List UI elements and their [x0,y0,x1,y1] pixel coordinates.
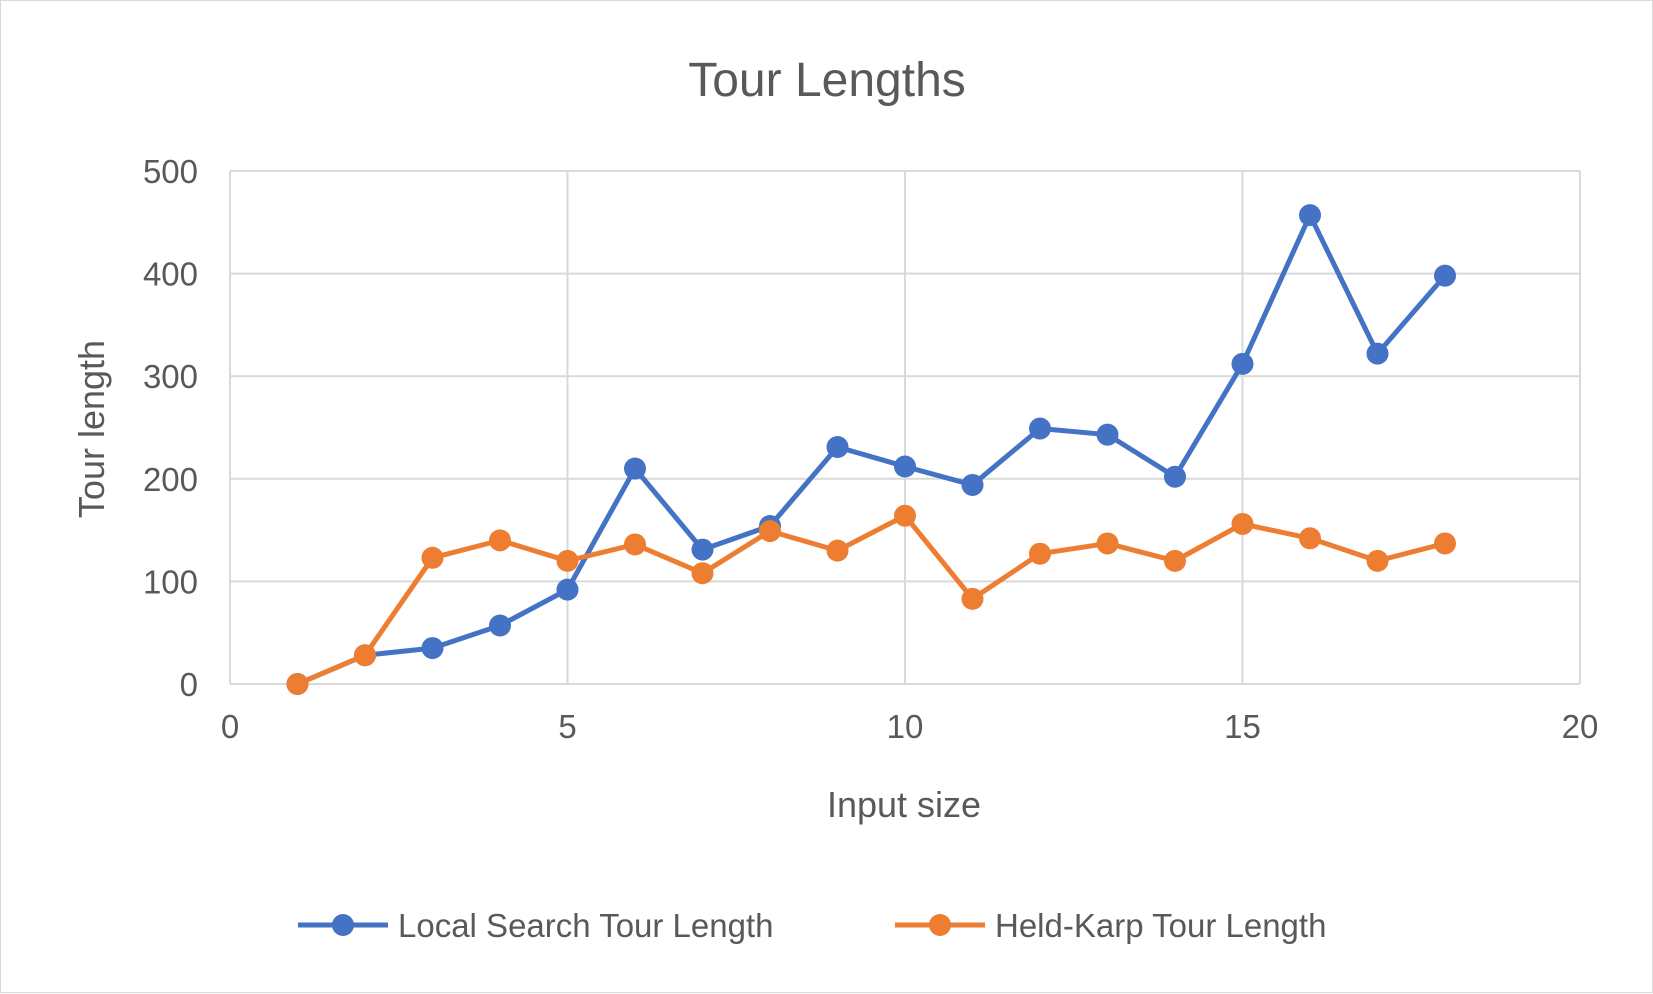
y-tick-label: 0 [180,666,198,703]
data-point [826,435,849,458]
data-point [354,644,376,667]
data-point [826,539,849,562]
data-point [489,529,511,552]
legend-label: Held-Karp Tour Length [995,907,1326,944]
y-axis-label: Tour length [71,340,112,518]
data-point [1164,465,1186,488]
y-tick-label: 300 [143,358,198,395]
x-axis-label: Input size [827,784,981,825]
data-point [1366,342,1389,365]
data-point [1096,532,1119,555]
data-point [1366,549,1389,572]
y-tick-label: 100 [143,563,198,600]
series-line [296,212,1447,687]
legend-marker [929,914,951,936]
data-point [894,455,916,478]
grid [229,170,1581,685]
data-point [624,533,646,556]
series-layer [286,204,1456,695]
data-point [1096,423,1119,446]
legend-marker [332,914,354,936]
y-tick-label: 500 [143,153,198,190]
x-tick-label: 20 [1562,708,1599,745]
y-tick-label: 200 [143,461,198,498]
data-point [624,457,646,480]
data-point [1434,264,1456,287]
legend-item: Local Search Tour Length [298,907,774,944]
data-point [556,578,579,601]
data-point [1299,204,1321,227]
y-tick-label: 400 [143,256,198,293]
data-point [1434,532,1456,555]
data-point [894,504,916,527]
data-point [1029,542,1051,565]
data-point [1231,352,1254,375]
data-point [556,549,579,572]
data-point [961,473,984,496]
legend-item: Held-Karp Tour Length [895,907,1326,944]
data-point [286,673,309,695]
y-tick-labels: 0 100 200 300 400 500 [143,153,198,703]
chart-title: Tour Lengths [688,54,966,107]
legend-label: Local Search Tour Length [398,907,774,944]
x-tick-label: 5 [558,708,576,745]
data-point [691,562,714,585]
data-point [1029,417,1051,440]
x-tick-labels: 0 5 10 15 20 [221,708,1599,745]
legend: Local Search Tour Length Held-Karp Tour L… [298,907,1326,944]
data-point [759,520,781,543]
series-2 [286,504,1456,695]
data-point [421,546,444,569]
data-point [489,614,511,637]
data-point [1299,527,1321,550]
data-point [1231,512,1254,535]
data-point [691,538,714,561]
x-tick-label: 0 [221,708,239,745]
x-tick-label: 15 [1224,708,1261,745]
series-line [296,513,1446,687]
data-point [1164,549,1186,572]
x-tick-label: 10 [887,708,924,745]
data-point [421,637,444,660]
series-1 [286,204,1456,695]
data-point [961,587,984,610]
